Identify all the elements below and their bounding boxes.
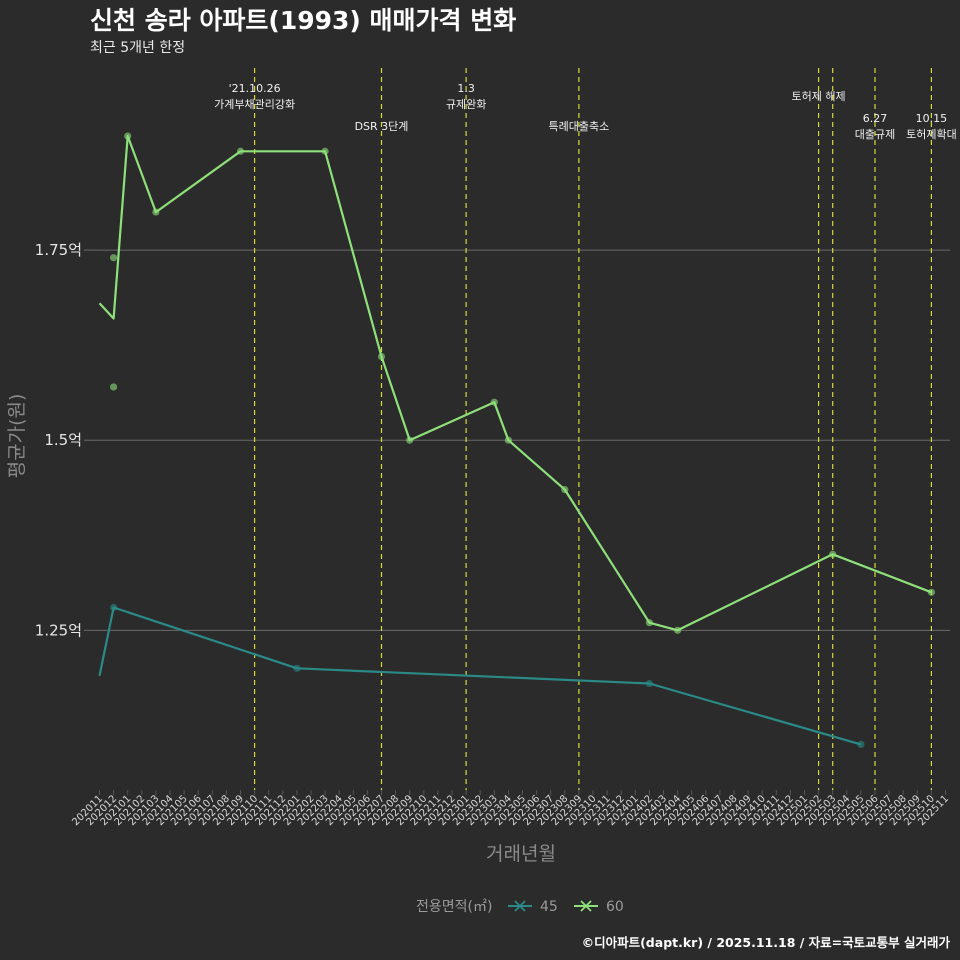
legend-label-60: 60 <box>606 899 624 915</box>
event-label: 6.27 <box>863 112 888 125</box>
data-point-60 <box>829 550 837 558</box>
data-point-60 <box>110 383 118 391</box>
event-label: '21.10.26 <box>229 82 281 95</box>
event-label: 1.3 <box>457 82 475 95</box>
x-axis-title: 거래년월 <box>486 843 556 865</box>
data-point-60 <box>674 626 682 634</box>
legend: 전용면적(㎡) 45 60 <box>416 899 624 915</box>
data-point-45 <box>645 679 654 688</box>
legend-items: 45 60 <box>508 899 624 915</box>
data-point-60 <box>110 254 118 262</box>
legend-key-mark-60 <box>580 900 592 912</box>
event-label: 특례대출축소 <box>549 120 610 133</box>
data-point-60 <box>236 147 245 155</box>
event-label: 토허제 해제 <box>792 89 846 103</box>
legend-label-45: 45 <box>540 899 558 915</box>
data-point-60 <box>645 619 654 627</box>
event-label: 가계부채관리강화 <box>214 98 295 111</box>
legend-key-mark-45 <box>514 900 526 912</box>
data-point-60 <box>406 436 414 444</box>
y-axis-ticks: 1.25억 1.5억 1.75억 <box>35 241 90 639</box>
data-point-60 <box>321 147 329 155</box>
grid-lines <box>90 249 950 631</box>
event-label: 10.15 <box>916 112 948 125</box>
y-tick-label: 1.5억 <box>44 431 82 449</box>
data-point-60 <box>504 436 512 444</box>
x-axis-ticks: 2020112020122021012021022021032021042021… <box>70 790 951 828</box>
y-axis-title: 평균가(원) <box>6 394 28 479</box>
chart-subtitle: 최근 5개년 한정 <box>90 40 185 56</box>
y-tick-label: 1.25억 <box>35 621 82 639</box>
data-point-60 <box>124 132 132 140</box>
data-point-60 <box>561 486 569 494</box>
data-point-45 <box>857 740 865 748</box>
source-caption: ©디아파트(dapt.kr) / 2025.11.18 / 자료=국토교통부 실… <box>582 935 951 950</box>
event-label: 토허제확대 <box>906 128 957 141</box>
data-point-45 <box>110 603 118 612</box>
event-label: 규제완화 <box>446 98 486 111</box>
data-point-45 <box>293 664 301 672</box>
event-label: DSR 3단계 <box>355 120 409 133</box>
data-series <box>98 132 936 748</box>
y-tick-label: 1.75억 <box>35 241 82 259</box>
data-point-60 <box>490 398 498 406</box>
data-point-60 <box>152 208 160 216</box>
chart-title: 신천 송라 아파트(1993) 매매가격 변화 <box>90 6 516 35</box>
event-label: 대출규제 <box>855 128 895 141</box>
legend-title: 전용면적(㎡) <box>416 899 492 915</box>
data-point-60 <box>927 588 936 596</box>
data-point-60 <box>377 352 386 361</box>
